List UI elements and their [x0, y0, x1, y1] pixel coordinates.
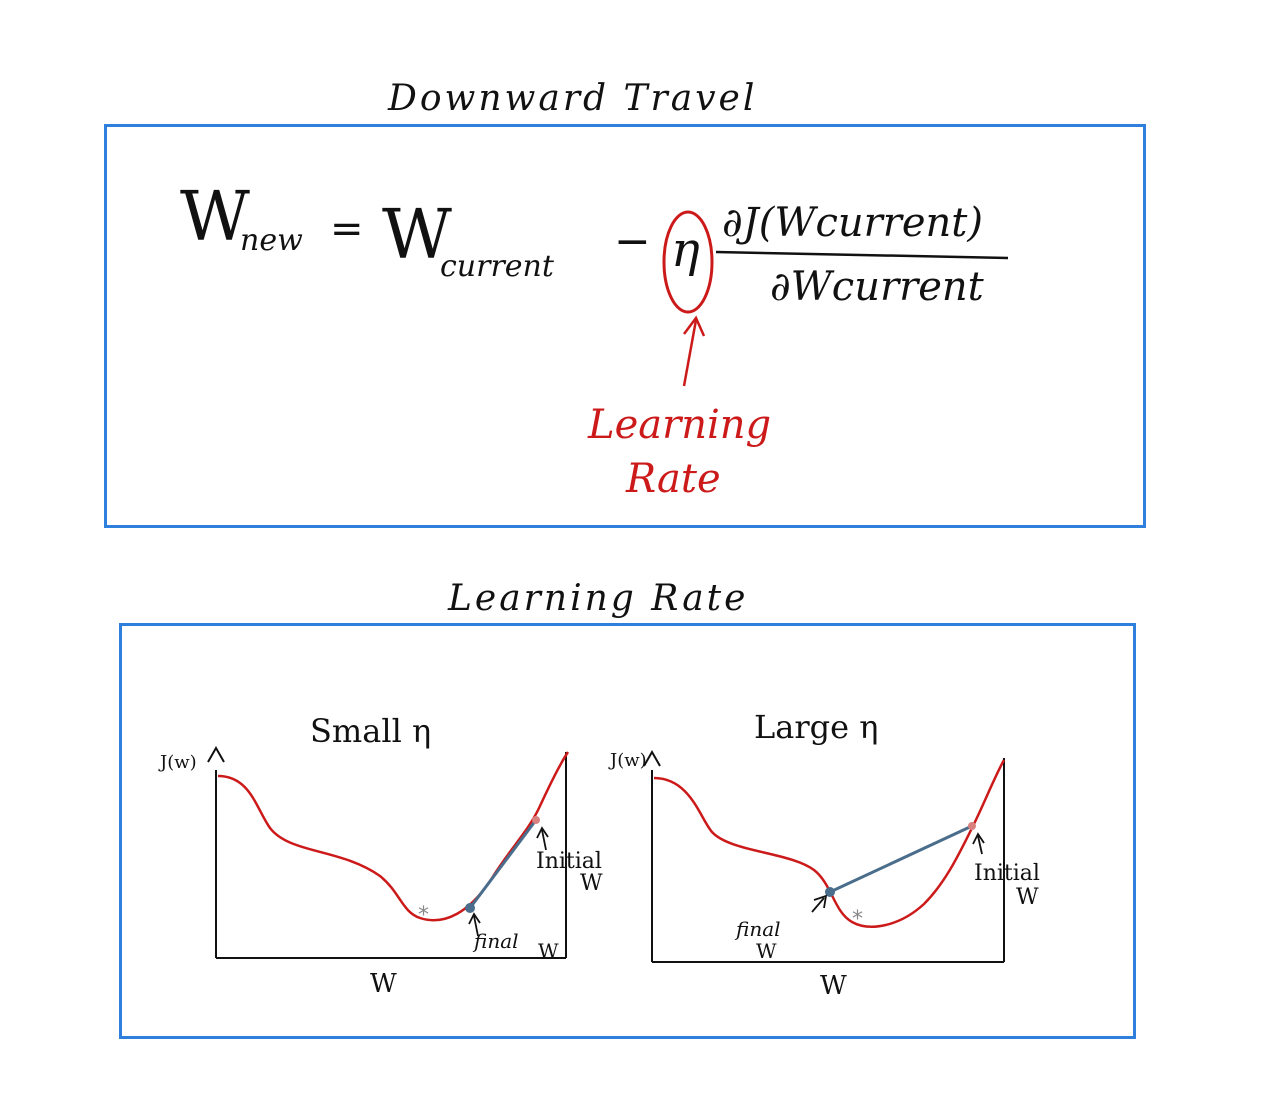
large-eta-min-marker: * — [852, 907, 863, 932]
w-current-symbol: W — [382, 196, 452, 275]
large-eta-final-point — [825, 887, 835, 897]
small-eta-heading: Small η — [310, 712, 431, 750]
small-eta-final-label: final — [472, 929, 519, 953]
large-eta-x-label: W — [820, 971, 847, 1001]
small-eta-graph: Small η J(w) W * Initial W final W — [158, 712, 603, 999]
fraction-bar — [715, 250, 1009, 260]
small-eta-initial-label-w: W — [580, 871, 603, 896]
equation-panel — [104, 124, 1146, 528]
bottom-section-title: Learning Rate — [448, 578, 749, 619]
small-eta-final-arrow — [473, 915, 479, 937]
large-eta-final-label: final — [734, 917, 781, 941]
large-eta-initial-point — [968, 822, 976, 830]
small-eta-final-point — [465, 903, 475, 913]
minus-sign: − — [614, 216, 651, 267]
small-eta-x-label: W — [370, 969, 397, 999]
small-eta-min-marker: * — [418, 903, 429, 928]
equals-sign: = — [330, 206, 364, 252]
annotation-line2: Rate — [625, 456, 721, 502]
large-eta-step-line — [829, 824, 973, 894]
small-eta-final-label-w: W — [538, 939, 559, 963]
large-eta-final-arrowhead — [813, 894, 828, 909]
large-eta-heading: Large η — [754, 708, 878, 746]
eta-circle — [662, 210, 714, 314]
small-eta-initial-point — [532, 816, 540, 824]
small-eta-initial-arrow — [541, 829, 547, 851]
fraction-numerator: ∂J(Wcurrent) — [722, 200, 983, 246]
eta-symbol: η — [671, 222, 700, 278]
learning-rate-arrowhead — [683, 315, 706, 337]
large-eta-initial-arrow — [977, 835, 983, 855]
w-current-subscript: current — [440, 249, 555, 284]
large-eta-initial-arrowhead — [972, 832, 985, 845]
large-eta-y-label: J(w) — [608, 750, 647, 771]
large-eta-initial-label: Initial — [974, 861, 1040, 886]
large-eta-cost-curve — [653, 759, 1006, 928]
top-section-title: Downward Travel — [388, 78, 758, 119]
small-eta-step-line — [468, 819, 538, 909]
learning-rate-arrow — [682, 319, 698, 387]
small-eta-cost-curve — [217, 751, 570, 922]
w-new-symbol: W — [180, 178, 250, 257]
small-eta-initial-label: Initial — [536, 849, 602, 874]
small-eta-initial-arrowhead — [536, 826, 549, 839]
small-eta-y-arrowhead — [207, 745, 225, 763]
w-new-subscript: new — [240, 223, 303, 258]
small-eta-y-label: J(w) — [158, 752, 197, 773]
small-eta-final-arrowhead — [468, 912, 481, 925]
large-eta-final-arrow — [811, 897, 825, 913]
large-eta-initial-label-w: W — [1016, 885, 1039, 910]
large-eta-y-arrowhead — [643, 749, 661, 767]
annotation-line1: Learning — [587, 402, 771, 448]
fraction-denominator: ∂Wcurrent — [770, 264, 985, 310]
large-eta-final-label-w: W — [756, 939, 777, 963]
learning-rate-panel — [119, 623, 1136, 1039]
large-eta-graph: Large η J(w) W * Initial W final W — [608, 708, 1040, 1001]
